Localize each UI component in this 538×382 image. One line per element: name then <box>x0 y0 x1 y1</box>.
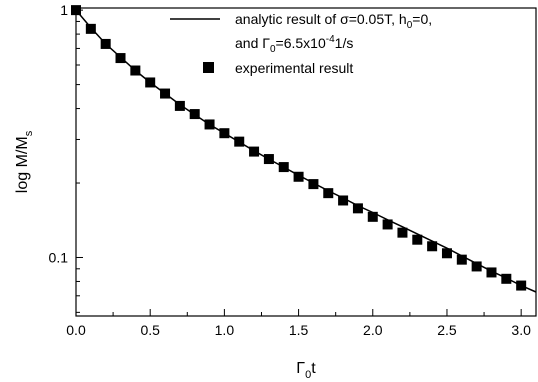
legend-label-experimental: experimental result <box>235 60 353 76</box>
y-axis-label-part: s <box>23 130 35 136</box>
data-point <box>71 5 81 16</box>
data-point <box>249 146 260 157</box>
y-tick-label: 1 <box>60 2 68 18</box>
x-tick-label: 0.0 <box>66 322 86 338</box>
data-point <box>219 128 230 139</box>
y-axis-label: log M/Ms <box>14 130 35 193</box>
x-axis-label: Γ0t <box>296 360 316 381</box>
x-tick-label: 1.0 <box>215 322 235 338</box>
legend-text-part: 0 <box>407 20 413 31</box>
data-point <box>382 219 393 230</box>
legend-text-part: σ <box>340 11 349 27</box>
legend-text-part: analytic result of <box>235 11 340 27</box>
y-tick-label: 0.1 <box>49 249 69 265</box>
data-point <box>338 195 349 206</box>
series-layer <box>71 5 537 293</box>
data-point <box>427 241 438 252</box>
data-point <box>204 119 215 130</box>
data-point <box>308 179 319 190</box>
legend-square-symbol <box>203 62 214 73</box>
legend-text-part: -4 <box>326 34 335 45</box>
data-point <box>160 88 171 99</box>
x-axis-label-part: 0 <box>305 369 311 381</box>
data-point <box>85 23 96 34</box>
data-point <box>471 261 482 272</box>
data-point <box>501 273 512 284</box>
data-point <box>189 109 200 120</box>
data-point <box>234 136 245 147</box>
data-point <box>100 38 111 49</box>
data-point <box>145 77 156 88</box>
data-point <box>278 162 289 173</box>
legend-label-analytic-line2: and Γ0=6.5x10-41/s <box>235 34 353 55</box>
legend-text-part: and Γ <box>235 35 270 51</box>
x-axis-label-part: Γ <box>296 360 305 377</box>
legend-text-part: 1/s <box>335 35 354 51</box>
legend-text-part: =0, <box>412 11 432 27</box>
legend-text-part: 0 <box>270 44 276 55</box>
data-point <box>367 211 378 222</box>
x-tick-label: 1.5 <box>289 322 309 338</box>
data-point <box>516 280 527 291</box>
plot-frame <box>75 7 537 317</box>
plot-area-border <box>75 7 537 317</box>
data-point <box>323 188 334 199</box>
legend-label-analytic-line1: analytic result of σ=0.05T, h0=0, <box>235 11 432 31</box>
data-point <box>130 65 141 76</box>
legend: analytic result of σ=0.05T, h0=0,and Γ0=… <box>170 11 432 76</box>
data-point <box>486 267 497 278</box>
data-point <box>397 227 408 238</box>
x-axis-label-part: t <box>311 360 316 377</box>
axis-labels: Γ0t log M/Ms <box>14 130 316 381</box>
data-point <box>293 171 304 182</box>
x-tick-label: 2.5 <box>437 322 457 338</box>
data-point <box>412 234 423 245</box>
x-tick-label: 3.0 <box>511 322 531 338</box>
data-point <box>174 100 185 111</box>
data-point <box>263 154 274 165</box>
x-tick-label: 2.0 <box>363 322 383 338</box>
legend-text-part: =6.5x10 <box>276 35 326 51</box>
x-tick-label: 0.5 <box>140 322 160 338</box>
y-axis-label-part: log M/M <box>14 136 31 193</box>
analytic-curve <box>75 9 537 293</box>
data-point <box>115 53 126 64</box>
legend-text-part: =0.05T, h <box>349 11 407 27</box>
data-point <box>456 254 467 265</box>
data-point <box>352 203 363 214</box>
axis-ticks: 0.0 0.5 1.0 1.5 2.0 2.5 3.0 0.1 1 <box>49 2 532 338</box>
data-point <box>441 248 452 259</box>
